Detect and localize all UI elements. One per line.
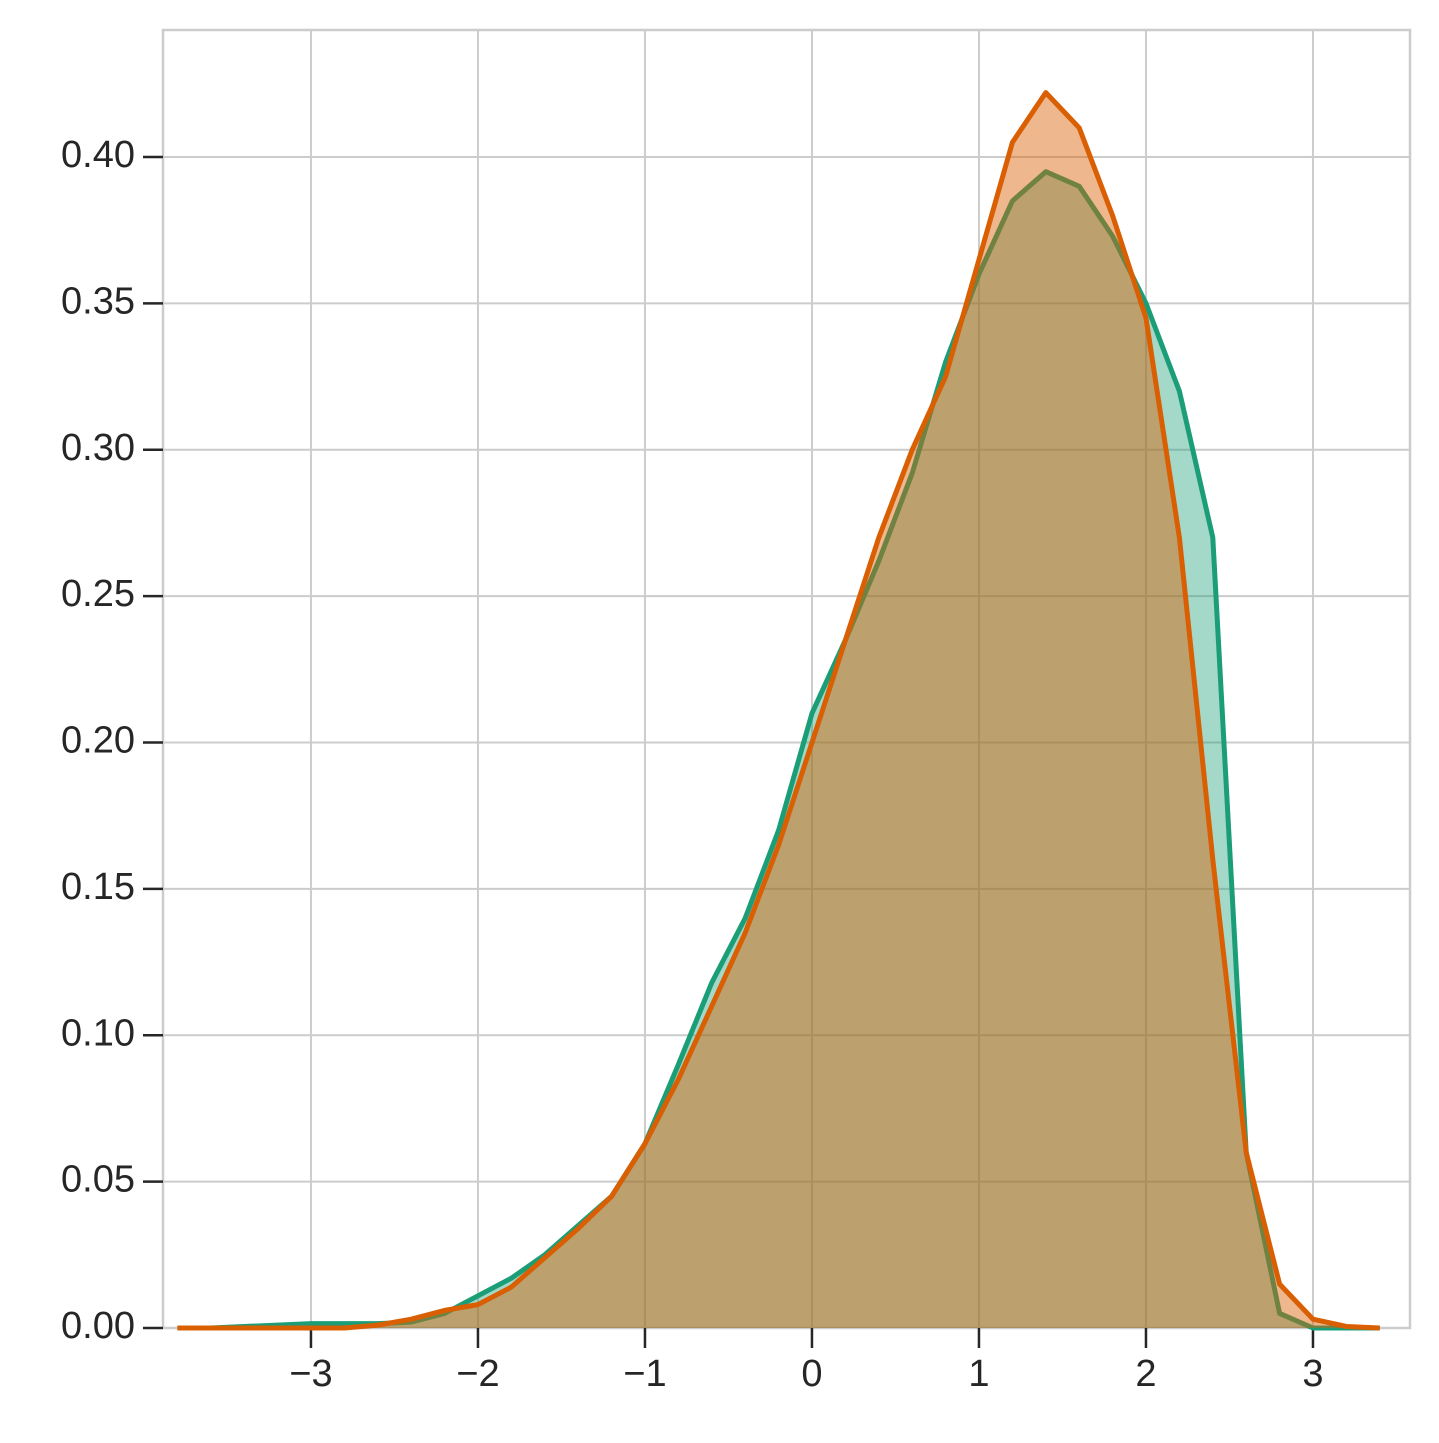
density-area [177,171,1380,1329]
y-tick-label: 0.05 [61,1159,135,1201]
y-tick-label: 0.35 [61,280,135,322]
density-area [177,92,1380,1329]
y-tick-label: 0.15 [61,866,135,908]
y-tick-label: 0.25 [61,573,135,615]
x-tick-label: 3 [1302,1353,1323,1395]
y-tick-label: 0.30 [61,427,135,469]
x-tick-label: 2 [1135,1353,1156,1395]
y-tick-label: 0.00 [61,1305,135,1347]
y-tick-label: 0.10 [61,1012,135,1054]
y-tick-label: 0.20 [61,720,135,762]
x-tick-label: −3 [289,1353,332,1395]
x-tick-label: −1 [623,1353,666,1395]
density-line [177,90,1380,1331]
x-tick-label: 0 [801,1353,822,1395]
x-tick-label: 1 [968,1353,989,1395]
y-tick-label: 0.40 [61,134,135,176]
x-tick-label: −2 [456,1353,499,1395]
